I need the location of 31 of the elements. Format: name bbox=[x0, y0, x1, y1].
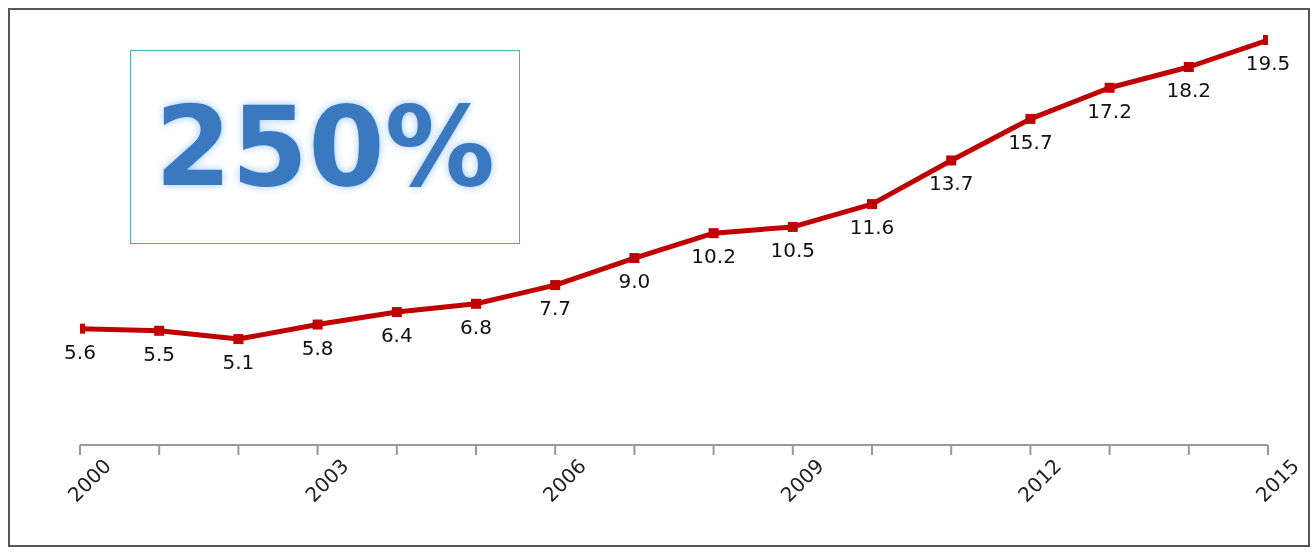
data-label: 6.4 bbox=[380, 323, 413, 348]
data-label: 10.5 bbox=[770, 237, 816, 262]
data-label: 10.2 bbox=[691, 244, 736, 269]
point bbox=[233, 334, 244, 345]
annotation: 250% bbox=[130, 50, 520, 244]
point bbox=[471, 298, 481, 309]
point bbox=[1104, 82, 1115, 93]
point bbox=[550, 280, 561, 291]
data-label: 15.7 bbox=[1008, 129, 1053, 154]
data-label: 18.2 bbox=[1166, 78, 1212, 102]
data-label: 17.2 bbox=[1087, 98, 1132, 123]
point bbox=[629, 253, 640, 264]
point bbox=[867, 199, 877, 210]
data-label: 9.0 bbox=[618, 269, 651, 294]
point bbox=[787, 221, 798, 232]
point bbox=[946, 155, 957, 166]
data-label: 5.8 bbox=[301, 335, 334, 360]
data-label: 13.7 bbox=[928, 171, 974, 196]
data-label: 7.7 bbox=[539, 296, 572, 321]
point bbox=[1025, 113, 1036, 124]
data-label: 6.8 bbox=[460, 314, 492, 339]
point bbox=[1183, 62, 1194, 72]
point bbox=[312, 319, 323, 330]
point bbox=[708, 228, 719, 239]
point bbox=[391, 307, 402, 318]
data-label: 11.6 bbox=[849, 215, 895, 240]
point bbox=[154, 325, 165, 336]
data-label: 5.5 bbox=[143, 341, 176, 366]
data-label: 5.1 bbox=[222, 350, 255, 375]
data-label: 19.5 bbox=[1245, 51, 1291, 75]
data-label: 5.6 bbox=[64, 339, 96, 364]
